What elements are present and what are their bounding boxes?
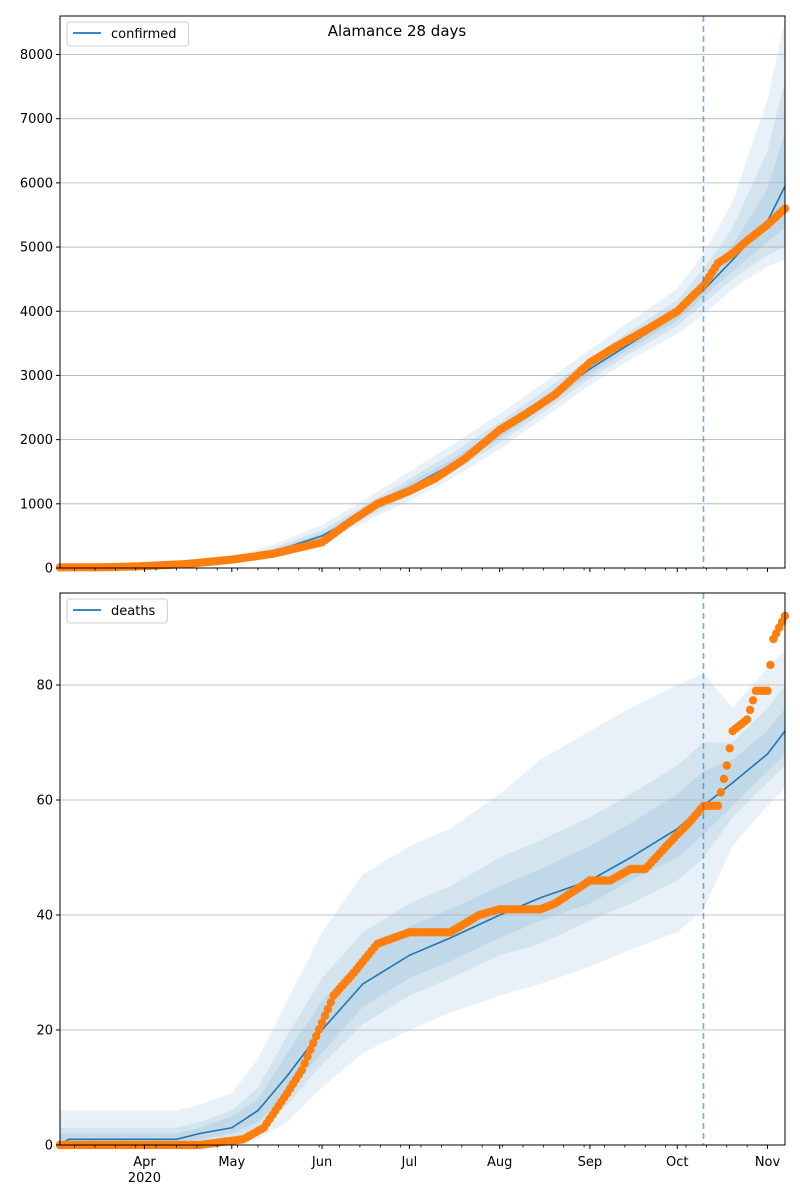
deaths-axes-frame bbox=[59, 592, 786, 1146]
observed-point bbox=[320, 1011, 330, 1021]
y-tick-label: 20 bbox=[36, 1024, 53, 1039]
confirmed-observed-points bbox=[55, 204, 790, 572]
y-tick-label: 3000 bbox=[20, 369, 53, 384]
x-tick-label: Jun bbox=[311, 1155, 332, 1170]
x-tick-label: May bbox=[218, 1155, 245, 1170]
observed-point bbox=[742, 715, 752, 724]
confirmed-legend: confirmed bbox=[66, 21, 190, 47]
y-tick-label: 0 bbox=[45, 1139, 53, 1154]
observed-point bbox=[306, 1045, 315, 1055]
uncertainty-band-3 bbox=[60, 708, 785, 1145]
y-tick-label: 60 bbox=[36, 794, 53, 809]
deaths-gridlines bbox=[60, 684, 785, 1031]
x-tick-year-label: 2020 bbox=[128, 1171, 161, 1186]
y-tick-label: 0 bbox=[45, 562, 53, 577]
x-tick-label: Jul bbox=[401, 1155, 418, 1170]
observed-point bbox=[314, 1025, 324, 1034]
observed-point bbox=[716, 788, 726, 797]
confirmed-panel: 0 1000 2000 3000 4000 5000 6000 7000 8000 Alaman… bbox=[20, 15, 790, 577]
y-tick-label: 1000 bbox=[20, 497, 53, 512]
confirmed-axes-frame bbox=[59, 15, 786, 569]
observed-point bbox=[300, 1059, 309, 1068]
observed-point bbox=[748, 696, 758, 705]
uncertainty-band-1 bbox=[60, 650, 785, 1145]
x-tick-label: Apr bbox=[133, 1155, 156, 1170]
y-tick-label: 2000 bbox=[20, 433, 53, 448]
y-tick-label: 4000 bbox=[20, 305, 53, 320]
observed-point bbox=[326, 998, 335, 1007]
observed-point bbox=[317, 1018, 327, 1027]
x-tick-label: Nov bbox=[755, 1155, 781, 1170]
observed-point bbox=[722, 761, 731, 770]
x-tick-label: Aug bbox=[487, 1155, 512, 1170]
legend-box bbox=[66, 21, 190, 47]
x-tick-label: Oct bbox=[666, 1155, 688, 1170]
observed-point bbox=[303, 1052, 312, 1061]
chart-title: Alamance 28 days bbox=[328, 22, 467, 40]
legend-label-deaths: deaths bbox=[111, 604, 156, 619]
confirmed-y-axis: 0 1000 2000 3000 4000 5000 6000 7000 8000 bbox=[20, 48, 60, 577]
observed-point bbox=[312, 1032, 321, 1041]
deaths-legend: deaths bbox=[66, 598, 168, 624]
observed-point bbox=[323, 1004, 333, 1014]
legend-box bbox=[66, 598, 168, 624]
observed-point bbox=[763, 686, 772, 695]
y-tick-label: 40 bbox=[36, 909, 53, 924]
legend-label-confirmed: confirmed bbox=[111, 27, 177, 42]
observed-point bbox=[766, 660, 775, 670]
confirmed-x-axis bbox=[74, 568, 769, 572]
deaths-y-axis: 0 20 40 60 80 bbox=[36, 679, 60, 1154]
observed-point bbox=[719, 774, 729, 784]
y-tick-label: 5000 bbox=[20, 241, 53, 256]
deaths-observed-points bbox=[55, 611, 790, 1150]
observed-point bbox=[309, 1038, 318, 1048]
y-tick-label: 8000 bbox=[20, 48, 53, 63]
observed-point bbox=[297, 1066, 306, 1075]
confirmed-gridlines bbox=[60, 54, 785, 505]
y-tick-label: 80 bbox=[36, 679, 53, 694]
x-tick-label: Sep bbox=[578, 1155, 603, 1170]
observed-point bbox=[725, 744, 734, 753]
y-tick-label: 6000 bbox=[20, 176, 53, 191]
observed-point bbox=[745, 705, 755, 715]
observed-point bbox=[713, 801, 723, 810]
y-tick-label: 7000 bbox=[20, 112, 53, 127]
